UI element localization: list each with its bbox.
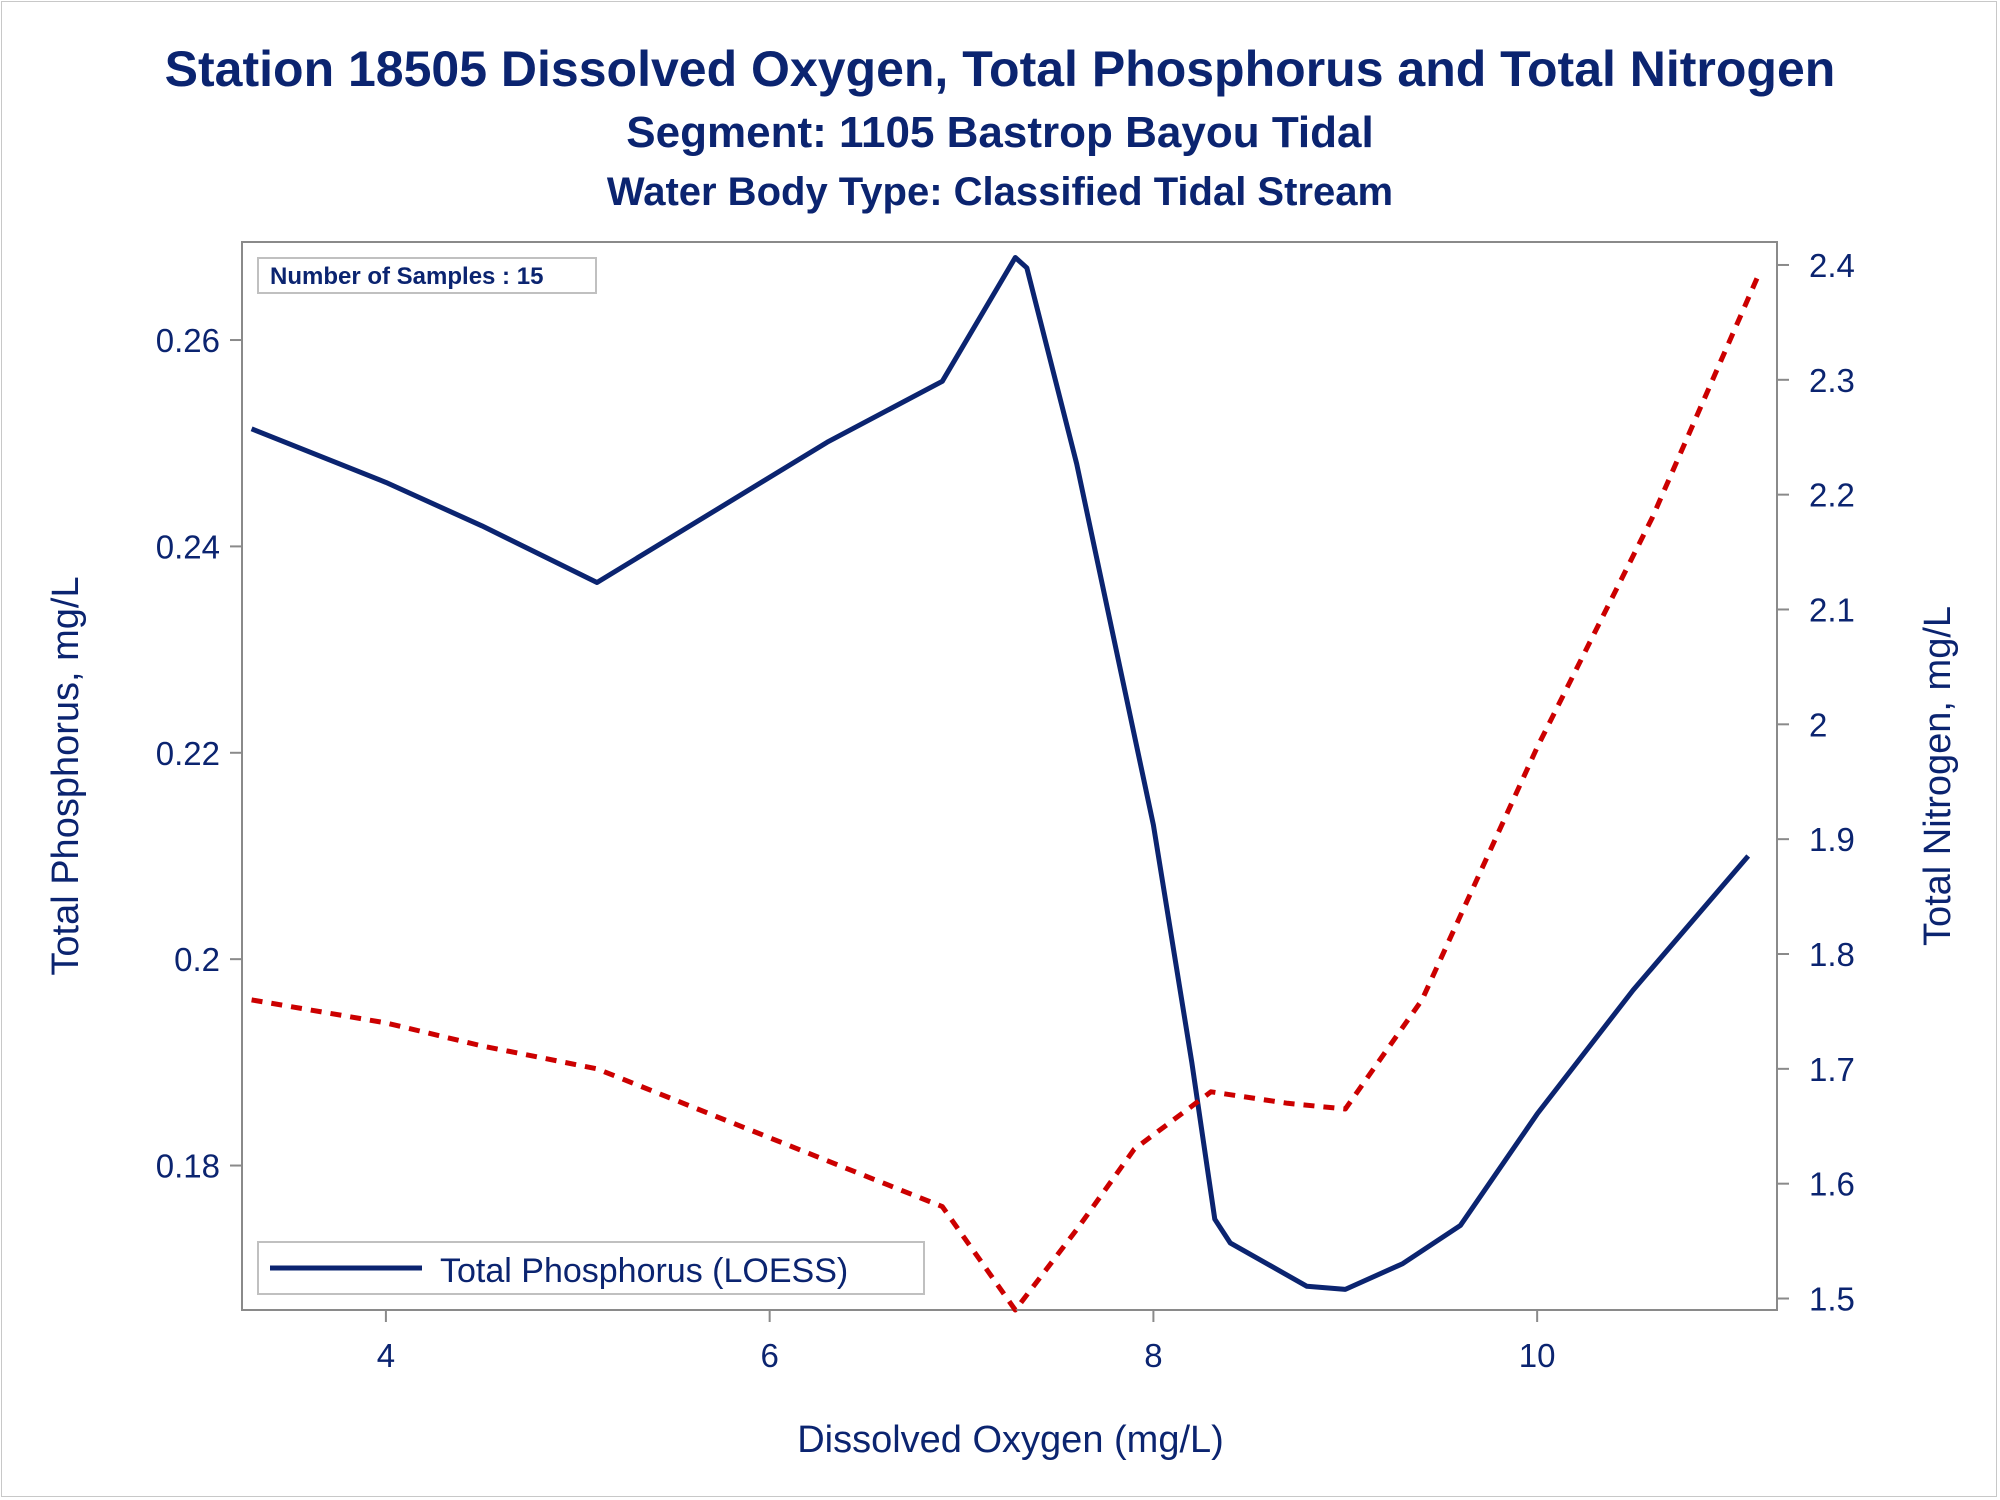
chart-subtitle-segment: Segment: 1105 Bastrop Bayou Tidal <box>626 108 1374 157</box>
plot-area-border <box>241 241 1778 1311</box>
y-right-tick-label: 2 <box>1809 706 1827 743</box>
y-left-tick-label: 0.22 <box>156 735 220 772</box>
y-right-axis-label: Total Nitrogen, mg/L <box>1917 606 1959 946</box>
annotation-layer: Number of Samples : 15 Total Phosphorus … <box>257 257 925 1295</box>
y-right-tick-label: 2.2 <box>1809 477 1855 514</box>
axes-layer: 4 6 8 10 0.18 0.2 0.22 0.24 0.26 1.5 1.6 1.7 1.8 1.9 2… <box>45 241 1959 1461</box>
y-right-tick-label: 2.4 <box>1809 247 1855 284</box>
legend-phosphorus-label: Total Phosphorus (LOESS) <box>440 1252 848 1290</box>
y-right-tick-label: 2.1 <box>1809 591 1855 628</box>
series-line-total-nitrogen <box>251 275 1761 1313</box>
y-right-tick-label: 1.8 <box>1809 936 1855 973</box>
x-tick-label: 4 <box>377 1337 395 1374</box>
y-left-tick-label: 0.26 <box>156 322 220 359</box>
y-right-tick-label: 2.3 <box>1809 362 1855 399</box>
y-left-tick-label: 0.24 <box>156 528 220 565</box>
x-tick-label: 10 <box>1519 1337 1556 1374</box>
series-line-total-phosphorus <box>250 255 1751 1292</box>
sample-count-text: Number of Samples : 15 <box>270 263 543 290</box>
y-left-tick-label: 0.2 <box>174 941 220 978</box>
chart-title: Station 18505 Dissolved Oxygen, Total Ph… <box>164 41 1836 97</box>
x-tick-label: 8 <box>1144 1337 1162 1374</box>
y-left-axis-label: Total Phosphorus, mg/L <box>45 576 87 975</box>
y-left-tick-label: 0.18 <box>156 1148 220 1185</box>
y-right-tick-label: 1.7 <box>1809 1051 1855 1088</box>
sample-count-box <box>257 257 597 294</box>
chart-subtitle-waterbody: Water Body Type: Classified Tidal Stream <box>606 170 1394 214</box>
x-axis-label: Dissolved Oxygen (mg/L) <box>797 1419 1224 1461</box>
series-layer <box>250 255 1761 1313</box>
y-right-tick-label: 1.6 <box>1809 1166 1855 1203</box>
y-right-tick-label: 1.5 <box>1809 1281 1855 1318</box>
y-right-tick-label: 1.9 <box>1809 821 1855 858</box>
x-tick-label: 6 <box>760 1337 778 1374</box>
